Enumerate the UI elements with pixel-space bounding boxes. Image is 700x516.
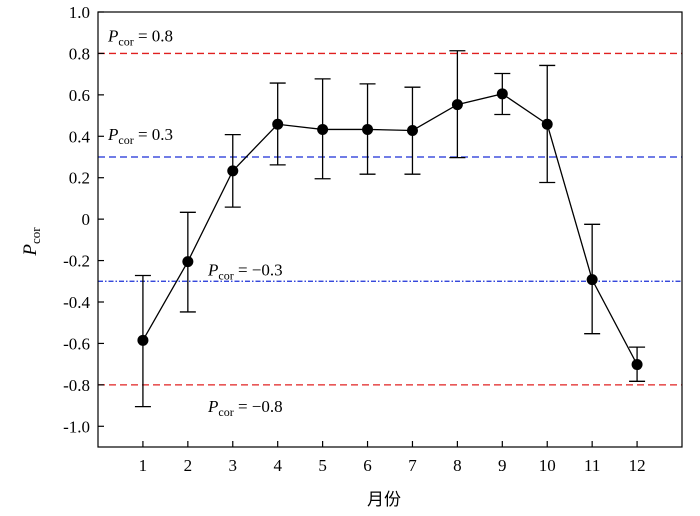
data-point xyxy=(182,256,194,268)
data-point xyxy=(272,118,284,130)
reference-line-label: Pcor = 0.3 xyxy=(107,125,173,147)
reference-line-label: Pcor = −0.3 xyxy=(207,260,283,282)
data-point xyxy=(541,118,553,130)
plot-frame xyxy=(97,11,683,448)
y-tick-label: 0.2 xyxy=(69,169,90,188)
reference-line-label: Pcor = 0.8 xyxy=(107,26,173,48)
data-point xyxy=(406,124,418,136)
x-axis-label: 月份 xyxy=(367,490,401,510)
x-tick-label: 8 xyxy=(453,456,462,475)
data-point xyxy=(137,334,149,346)
x-tick-label: 1 xyxy=(139,456,148,475)
x-tick-label: 5 xyxy=(318,456,327,475)
x-tick-label: 11 xyxy=(584,456,600,475)
y-tick-label: -0.4 xyxy=(63,293,90,312)
y-axis-label: Pcor xyxy=(20,227,43,257)
x-tick-label: 7 xyxy=(408,456,417,475)
x-tick-label: 10 xyxy=(539,456,556,475)
y-tick-label: -0.6 xyxy=(63,334,90,353)
x-tick-label: 6 xyxy=(363,456,372,475)
y-tick-label: 0.6 xyxy=(69,86,90,105)
y-tick-label: 0 xyxy=(82,210,91,229)
y-tick-label: -0.2 xyxy=(63,252,90,271)
y-tick-label: 0.8 xyxy=(69,44,90,63)
x-tick-label: 3 xyxy=(229,456,238,475)
x-tick-label: 2 xyxy=(184,456,193,475)
data-point xyxy=(317,123,329,135)
data-point xyxy=(227,165,239,177)
data-point xyxy=(631,359,643,371)
y-tick-label: 1.0 xyxy=(69,3,90,22)
data-point xyxy=(496,88,508,100)
data-point xyxy=(362,123,374,135)
data-point xyxy=(451,99,463,111)
reference-line-label: Pcor = −0.8 xyxy=(207,397,283,419)
y-tick-label: 0.4 xyxy=(69,127,91,146)
x-tick-label: 4 xyxy=(273,456,282,475)
y-tick-label: -0.8 xyxy=(63,376,90,395)
x-tick-label: 9 xyxy=(498,456,507,475)
y-tick-label: -1.0 xyxy=(63,417,90,436)
x-tick-label: 12 xyxy=(629,456,646,475)
series-line xyxy=(142,93,638,365)
data-point xyxy=(586,274,598,286)
